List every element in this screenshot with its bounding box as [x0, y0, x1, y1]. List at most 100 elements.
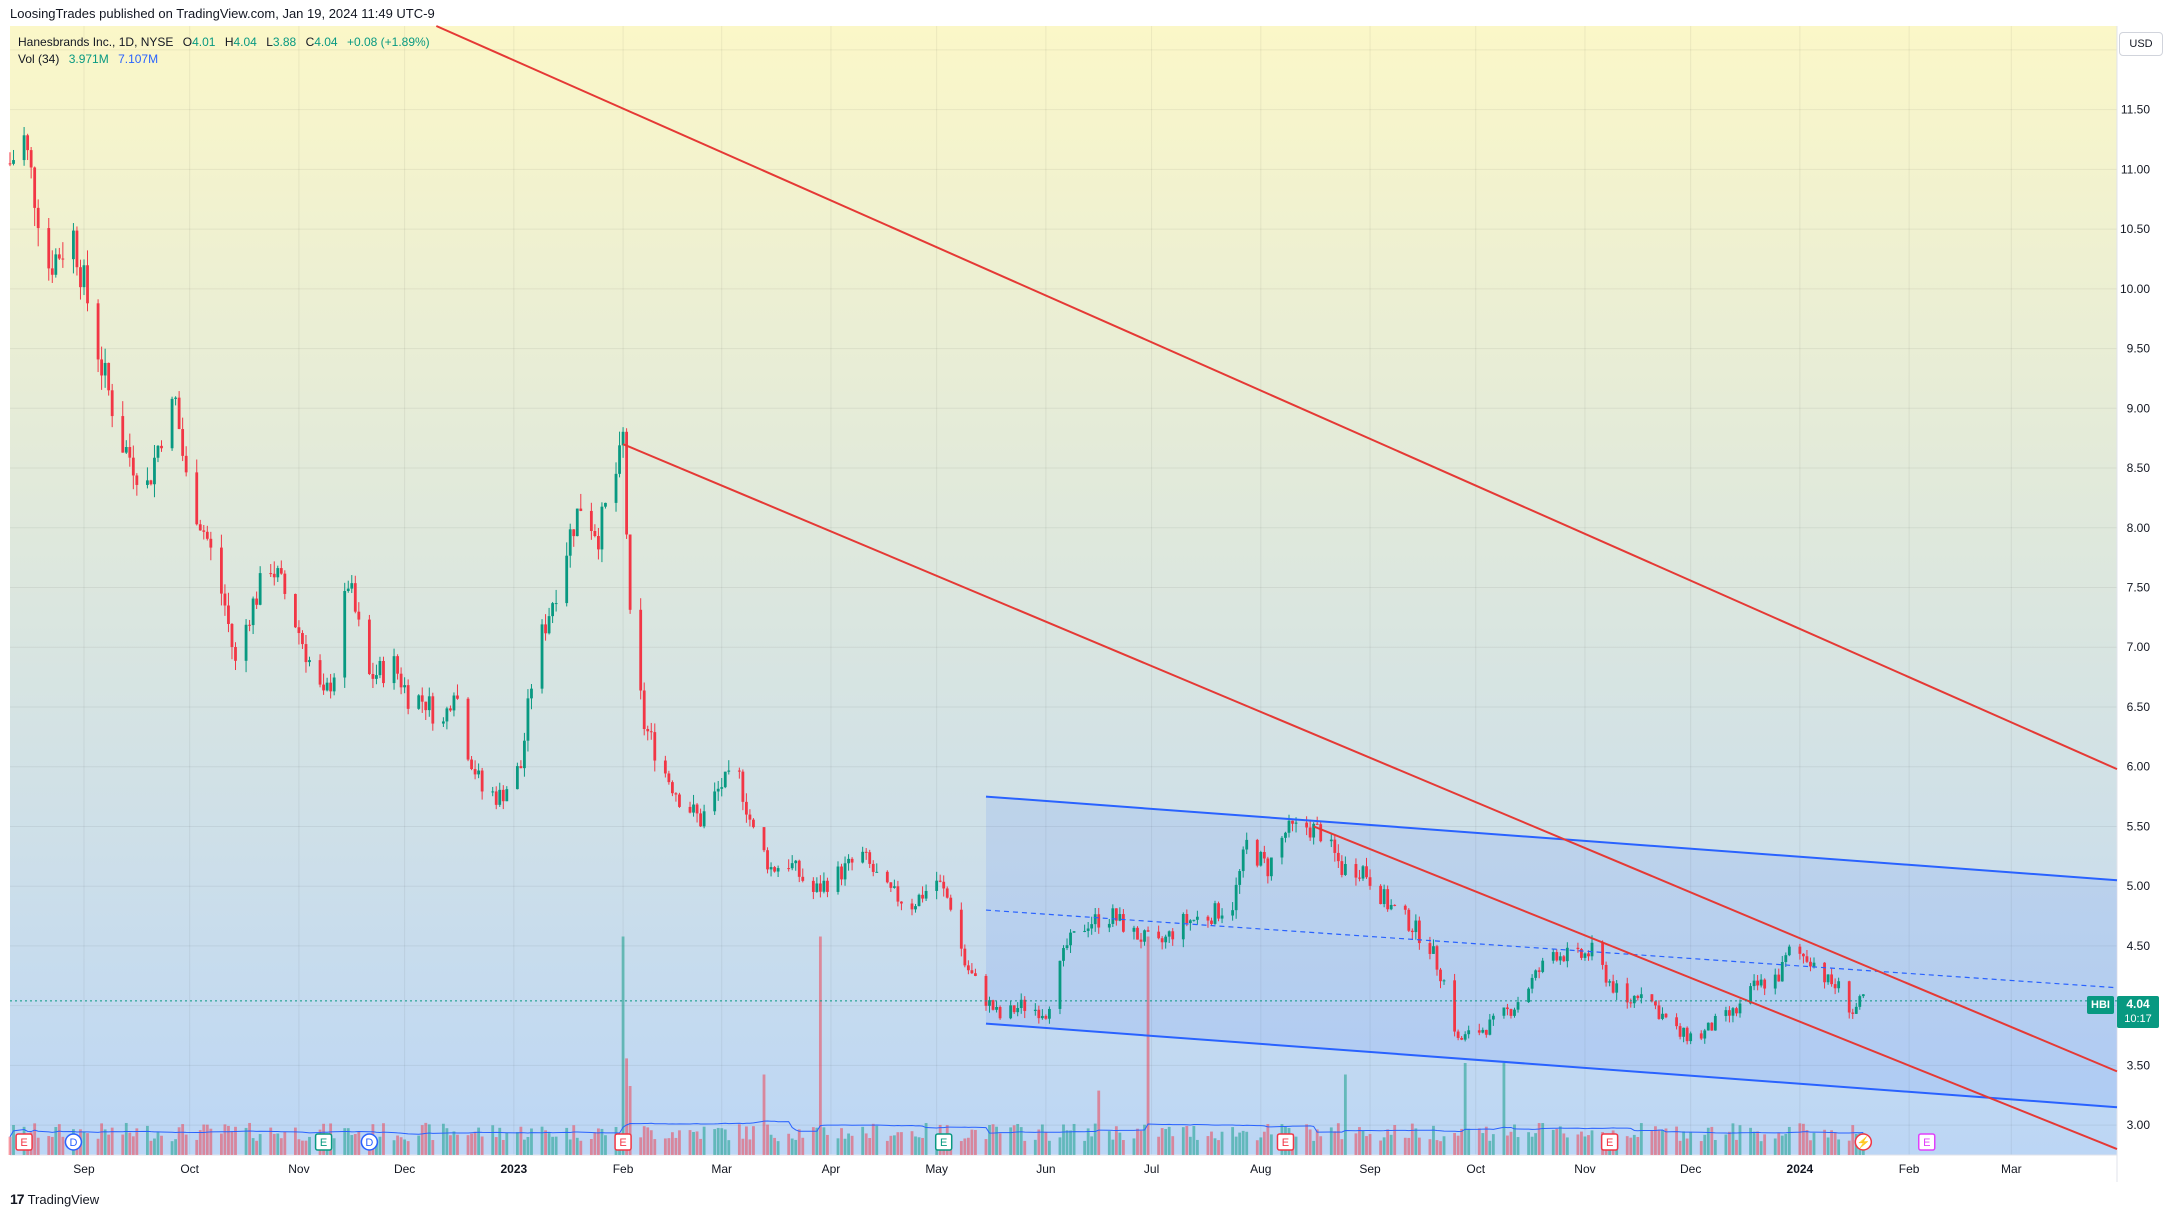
candle-body	[1062, 948, 1065, 961]
candle-body	[1456, 1031, 1460, 1038]
event-label: E	[20, 1137, 27, 1149]
event-earnings-red[interactable]: E	[1276, 1133, 1295, 1151]
candle-body	[1245, 839, 1249, 850]
candle-body	[1661, 1013, 1664, 1019]
volume-label[interactable]: Vol (34)	[18, 52, 60, 66]
volume-bar	[269, 1127, 273, 1155]
candle-body	[209, 538, 213, 548]
candle-body	[1657, 1005, 1661, 1019]
candle	[1682, 1027, 1686, 1043]
volume-bar	[427, 1124, 431, 1155]
candle	[202, 524, 206, 540]
candle-body	[797, 860, 801, 877]
volume-bar	[1432, 1125, 1435, 1155]
candle	[1439, 967, 1442, 989]
volume-bar	[597, 1128, 600, 1155]
volume-bar	[308, 1136, 311, 1155]
candle	[297, 620, 301, 645]
volume-bar	[1354, 1133, 1358, 1155]
volume-bar	[1118, 1132, 1122, 1155]
candle	[72, 223, 75, 274]
event-dividend[interactable]: D	[64, 1133, 83, 1151]
event-earnings-red[interactable]: E	[15, 1133, 33, 1151]
volume-bar	[604, 1135, 607, 1155]
event-earnings-red[interactable]: E	[1600, 1133, 1619, 1151]
candle	[1854, 1002, 1858, 1015]
volume-bar	[209, 1128, 213, 1155]
candle	[177, 391, 181, 430]
volume-bar	[47, 1136, 51, 1155]
candle	[153, 444, 156, 498]
volume-bar	[815, 1127, 819, 1155]
volume-bar	[1012, 1125, 1016, 1155]
candle	[1132, 925, 1136, 940]
candle	[1453, 973, 1456, 1037]
candle	[1826, 974, 1830, 985]
tradingview-logo[interactable]: 17 TradingView	[10, 1191, 99, 1207]
volume-bar	[1403, 1137, 1407, 1155]
candle	[227, 592, 230, 633]
candle	[223, 584, 227, 616]
candle-body	[1185, 914, 1189, 924]
volume-bar	[959, 1141, 963, 1155]
event-split[interactable]: ⚡	[1854, 1133, 1873, 1151]
volume-bar	[1315, 1129, 1319, 1155]
candle-body	[649, 731, 653, 733]
candle	[1417, 916, 1421, 950]
candle	[1805, 950, 1809, 964]
candle	[1861, 994, 1865, 999]
candle	[1506, 1003, 1509, 1016]
event-earnings-green[interactable]: E	[314, 1133, 333, 1151]
candle-body	[50, 268, 54, 275]
candle-body	[121, 416, 125, 453]
dividend-marker	[360, 1133, 379, 1151]
candle-body	[801, 876, 805, 881]
event-dividend[interactable]: D	[360, 1133, 379, 1151]
lower-red-trendline[interactable]	[1313, 825, 2118, 1150]
volume-bar	[466, 1135, 470, 1155]
candle-body	[1072, 931, 1076, 933]
event-earnings-green[interactable]: E	[934, 1133, 953, 1151]
volume-bar	[1231, 1127, 1235, 1155]
candle	[720, 778, 724, 797]
volume-bar	[1703, 1134, 1707, 1155]
candle	[498, 782, 502, 807]
volume-bar	[1210, 1131, 1213, 1155]
candle	[1534, 969, 1538, 981]
candle-body	[304, 644, 308, 663]
middle-red-trendline[interactable]	[622, 443, 2118, 1073]
volume-bar	[1217, 1140, 1220, 1155]
candle-body	[741, 771, 745, 802]
candle	[470, 755, 473, 771]
currency-button[interactable]: USD	[2119, 32, 2163, 56]
candle	[801, 868, 805, 883]
candle-body	[1294, 822, 1298, 824]
candle-body	[519, 766, 523, 769]
candle	[329, 673, 333, 699]
upper-red-trendline[interactable]	[435, 25, 2118, 771]
candle-body	[653, 732, 657, 761]
volume-bar	[1731, 1123, 1735, 1155]
volume-bar	[1565, 1137, 1569, 1155]
symbol-title[interactable]: Hanesbrands Inc., 1D, NYSE	[18, 35, 174, 49]
event-earnings-red[interactable]: E	[614, 1133, 632, 1151]
channel-lower-line	[985, 1022, 2118, 1109]
candle-body	[1312, 823, 1316, 838]
volume-bar	[258, 1134, 262, 1155]
event-earnings-upcoming[interactable]: E	[1917, 1133, 1936, 1151]
volume-bar	[1833, 1132, 1837, 1155]
candle	[1069, 929, 1072, 953]
candle	[1756, 974, 1760, 991]
candle-body	[1527, 988, 1530, 1003]
candle-body	[269, 573, 273, 575]
candle	[1565, 942, 1569, 968]
candle-body	[1802, 953, 1805, 957]
candle	[12, 149, 15, 166]
candle-body	[695, 804, 699, 814]
candle-body	[146, 480, 149, 485]
candle	[54, 248, 58, 278]
candle-body	[1044, 1015, 1048, 1019]
legend-ohlc-row: Hanesbrands Inc., 1D, NYSE O4.01 H4.04 L…	[18, 34, 430, 51]
ticker-badge: HBI	[2087, 996, 2114, 1014]
